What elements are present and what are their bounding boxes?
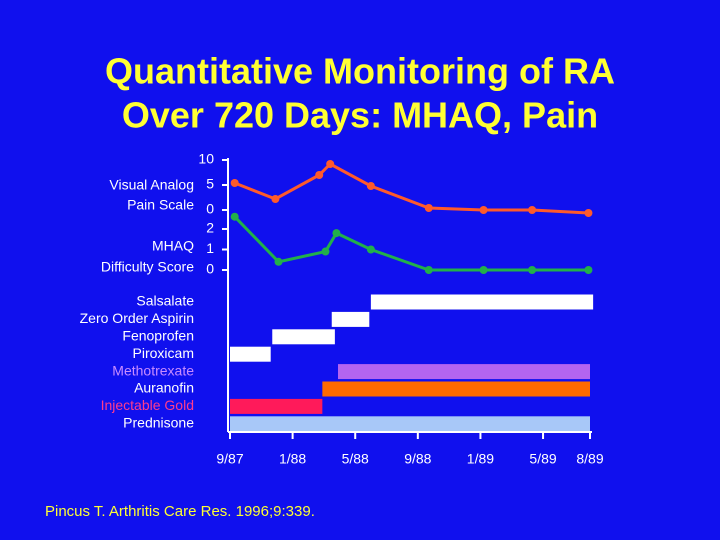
x-tick-label: 5/88 (342, 451, 369, 467)
data-point (230, 212, 239, 221)
row-label: Prednisone (123, 415, 194, 431)
data-point (321, 247, 330, 256)
x-tick-label: 9/87 (216, 451, 243, 467)
y-tick-label: 2 (206, 220, 214, 236)
data-point (584, 266, 593, 274)
data-point (479, 266, 488, 274)
y-tick-label: 10 (198, 151, 214, 167)
title-line: Quantitative Monitoring of RA (105, 51, 615, 92)
x-tick-label: 1/88 (279, 451, 306, 467)
data-point (332, 229, 341, 238)
source: Pincus T. Arthritis Care Res. 1996;9:339… (45, 503, 315, 520)
row-label: Salsalate (136, 293, 194, 309)
data-point (424, 266, 433, 274)
bar (331, 311, 370, 327)
x-tick-label: 1/89 (467, 451, 494, 467)
x-tick-label: 8/89 (576, 451, 603, 467)
data-point (479, 206, 488, 214)
x-tick-label: 5/89 (529, 451, 556, 467)
bar (230, 398, 323, 414)
data-point (528, 266, 537, 274)
y-tick-label: 1 (206, 240, 214, 256)
data-point (424, 204, 433, 212)
data-point (315, 171, 324, 179)
data-point (366, 245, 375, 254)
row-label: Zero Order Aspirin (80, 310, 194, 326)
bar (230, 346, 271, 362)
bar (322, 381, 590, 397)
data-point (271, 195, 280, 203)
bar (272, 329, 335, 345)
y-tick-label: 0 (206, 201, 214, 217)
row-label: Fenoprofen (122, 328, 194, 344)
title-line: Over 720 Days: MHAQ, Pain (122, 95, 598, 136)
data-point (230, 179, 239, 187)
row-label: Piroxicam (133, 345, 194, 361)
bar (230, 416, 590, 432)
y-axis-label: MHAQ (152, 238, 194, 254)
data-point (274, 257, 283, 266)
y-tick-label: 0 (206, 261, 214, 277)
row-label: Methotrexate (112, 362, 194, 378)
row-label: Auranofin (134, 380, 194, 396)
y-axis-label: Difficulty Score (101, 259, 194, 275)
data-point (528, 206, 537, 214)
row-label: Injectable Gold (101, 397, 194, 413)
y-axis-label: Visual Analog (109, 177, 194, 193)
data-point (366, 182, 375, 190)
x-tick-label: 9/88 (404, 451, 431, 467)
y-axis-label: Pain Scale (127, 197, 194, 213)
bar (338, 364, 590, 380)
data-point (584, 209, 593, 217)
y-tick-label: 5 (206, 176, 214, 192)
data-point (326, 160, 335, 168)
bar (370, 294, 594, 310)
